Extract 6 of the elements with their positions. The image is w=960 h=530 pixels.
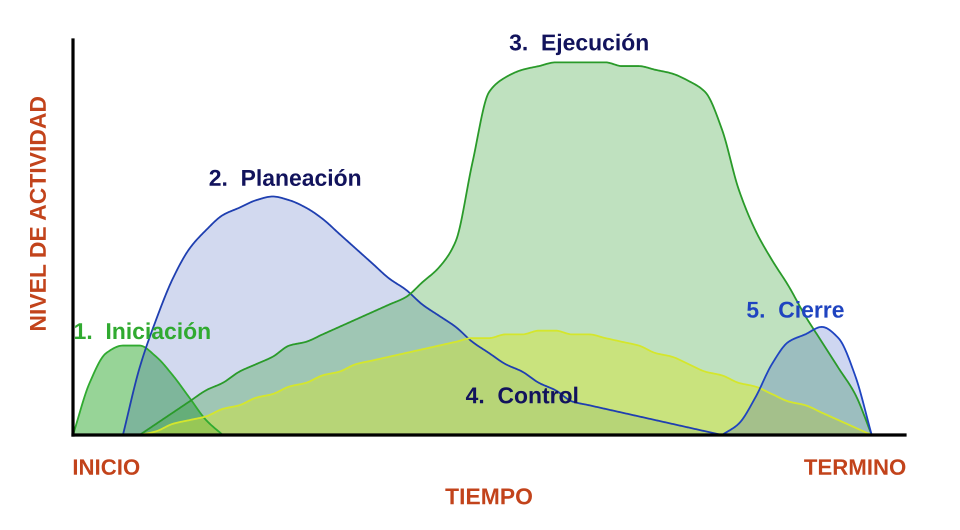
series-label: 2. Planeación <box>210 168 360 186</box>
x-axis-title: TIEMPO <box>445 488 532 504</box>
series-label: 3. Ejecución <box>510 34 648 56</box>
x-tick-label: TERMINO <box>804 459 906 475</box>
x-tick-label: INICIO <box>74 459 140 475</box>
y-axis-title: NIVEL DE ACTIVIDAD <box>30 96 46 330</box>
